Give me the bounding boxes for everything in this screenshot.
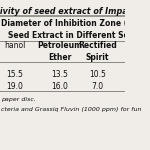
Text: 13.5: 13.5 (51, 70, 68, 79)
Text: al activity of seed extract of ​Impatiens: al activity of seed extract of ​Impatien… (0, 7, 150, 16)
Text: 10.5: 10.5 (89, 70, 106, 79)
Text: 15.5: 15.5 (6, 70, 23, 79)
Text: 19.0: 19.0 (6, 82, 23, 91)
Text: cteria and Grassiq Fluvin (1000 ppm) for fun: cteria and Grassiq Fluvin (1000 ppm) for… (1, 106, 142, 111)
Text: 7.0: 7.0 (91, 82, 103, 91)
Text: hanol: hanol (4, 41, 26, 50)
Text: paper disc.: paper disc. (1, 97, 36, 102)
Text: Diameter of Inhibition Zone (m
Seed Extract in Different So: Diameter of Inhibition Zone (m Seed Extr… (2, 19, 136, 40)
Text: Petroleum
Ether: Petroleum Ether (37, 41, 82, 62)
Text: 16.0: 16.0 (51, 82, 68, 91)
Text: Rectified
Spirit: Rectified Spirit (78, 41, 117, 62)
